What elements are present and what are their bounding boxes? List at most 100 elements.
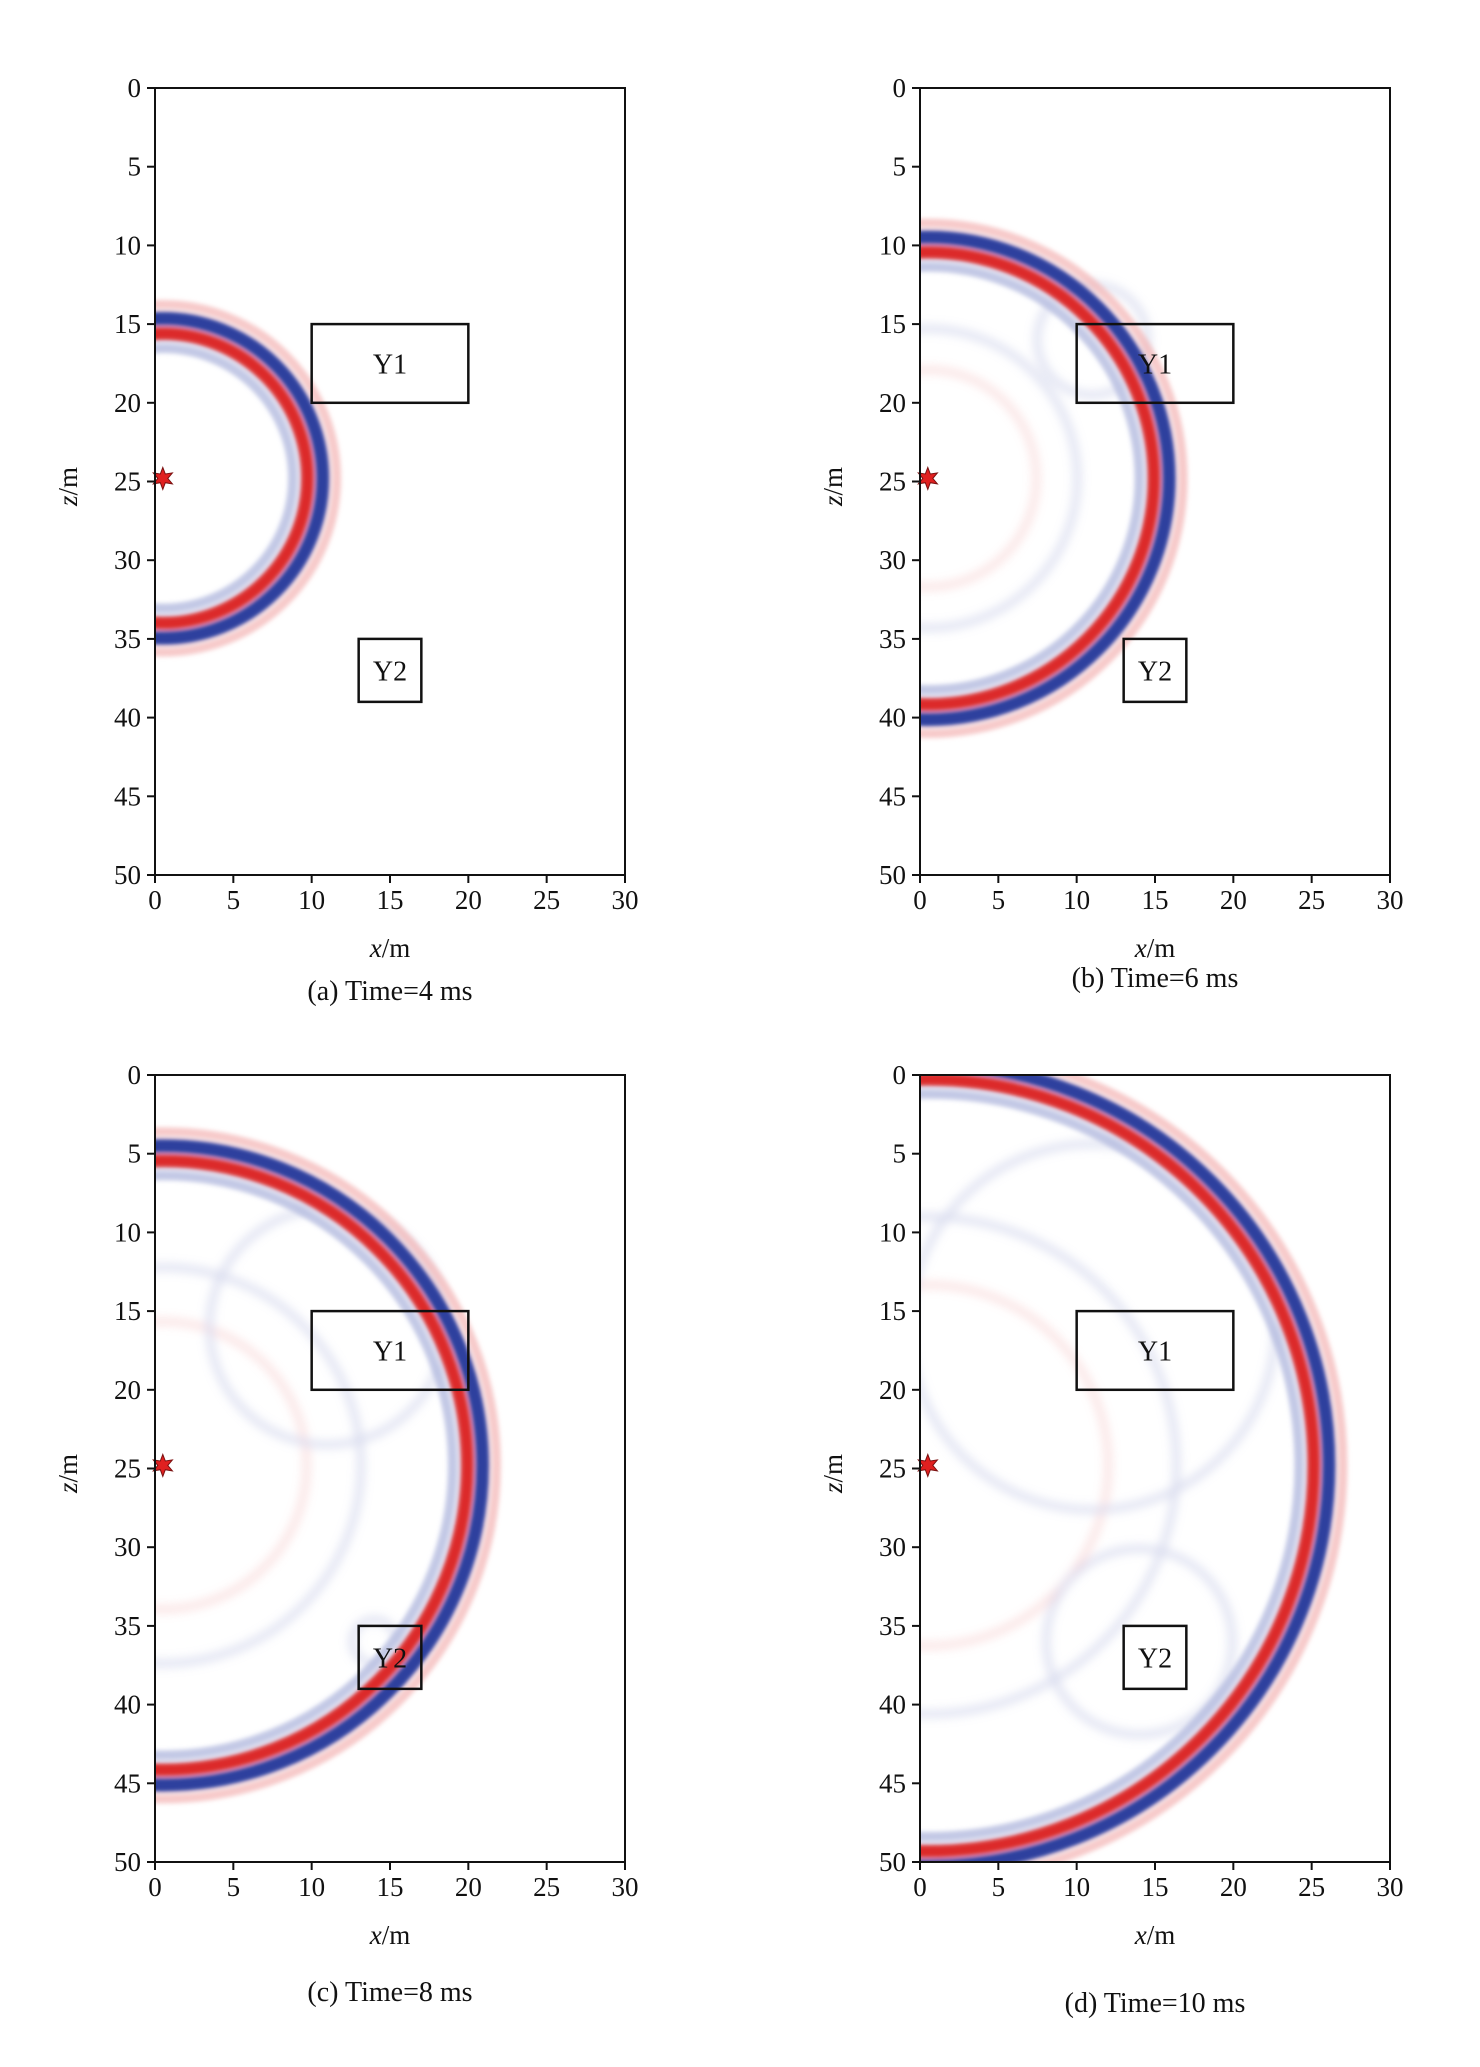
x-tick-label-b: 10 (1063, 885, 1090, 915)
y2-scatter-d (1043, 1545, 1236, 1738)
x-tick-label-b: 5 (992, 885, 1006, 915)
inner-arc-2-c (155, 1264, 364, 1667)
anomaly-box-y2-a (357, 637, 423, 704)
y-tick-label-b: 0 (893, 73, 907, 103)
x-tick-label-c: 0 (148, 1872, 162, 1902)
x-tick-label-d: 25 (1298, 1872, 1325, 1902)
y-tick-label-a: 25 (114, 467, 141, 497)
y-tick-label-d: 10 (879, 1217, 906, 1247)
inner-arc-2-d (920, 1213, 1180, 1717)
band-negative-d (920, 1075, 1336, 1862)
anomaly-label-y1-b: Y1 (1138, 349, 1172, 380)
x-tick-label-c: 20 (455, 1872, 482, 1902)
y-tick-label-a: 30 (114, 545, 141, 575)
x-tick-label-c: 15 (377, 1872, 404, 1902)
x-tick-label-a: 15 (377, 885, 404, 915)
wavefield-c (155, 1127, 501, 1804)
y-tick-label-b: 5 (893, 152, 907, 182)
wavefield-a (155, 300, 342, 657)
y-tick-label-c: 10 (114, 1217, 141, 1247)
x-tick-label-d: 10 (1063, 1872, 1090, 1902)
y-tick-label-d: 35 (879, 1611, 906, 1641)
y-tick-label-a: 35 (114, 624, 141, 654)
anomaly-box-y1-a (310, 322, 470, 405)
band-positive-c (155, 1154, 474, 1777)
y-tick-label-b: 40 (879, 703, 906, 733)
y-tick-label-c: 0 (128, 1060, 142, 1090)
wavefront-d (920, 1075, 1348, 1862)
halo-positive-d (1033, 1075, 1348, 1862)
x-tick-label-c: 30 (612, 1872, 639, 1902)
x-tick-label-a: 30 (612, 885, 639, 915)
inner-arc-3-b (920, 367, 1039, 590)
inner-arc-3-d (920, 1282, 1111, 1649)
panel-d: Y1 Y2 0 5 10 15 20 25 30 0 5 10 15 20 25 30 35 40 45 50 x/m z… (818, 1060, 1404, 2019)
anomaly-label-y1-a: Y1 (373, 349, 407, 380)
y-tick-label-d: 40 (879, 1690, 906, 1720)
halo-positive-a (155, 300, 342, 657)
y-tick-label-a: 5 (128, 152, 142, 182)
y-tick-label-c: 30 (114, 1532, 141, 1562)
source-star-icon-c (152, 1452, 174, 1478)
x-tick-label-a: 0 (148, 885, 162, 915)
y-axis-label-a: z/m (53, 467, 83, 507)
y-tick-label-d: 45 (879, 1768, 906, 1798)
x-tick-label-c: 5 (227, 1872, 241, 1902)
x-tick-label-c: 25 (533, 1872, 560, 1902)
x-tick-label-b: 25 (1298, 885, 1325, 915)
x-axis-label-a: x/m (369, 933, 411, 963)
wavefront-b (920, 218, 1188, 739)
anomaly-label-y2-c: Y2 (373, 1643, 407, 1674)
y-axis-label-c: z/m (53, 1454, 83, 1494)
x-axis-label-d: x/m (1134, 1920, 1176, 1950)
y-axis-label-d: z/m (818, 1454, 848, 1494)
y-tick-label-c: 50 (114, 1847, 141, 1877)
x-tick-label-a: 10 (298, 885, 325, 915)
x-tick-label-d: 30 (1377, 1872, 1404, 1902)
band-negative-c (155, 1138, 490, 1792)
wavefront-a (155, 300, 342, 657)
y-tick-label-b: 30 (879, 545, 906, 575)
anomaly-box-y2-d (1122, 1624, 1188, 1691)
caption-c: (c) Time=8 ms (307, 1977, 472, 2008)
anomaly-label-y2-d: Y2 (1138, 1643, 1172, 1674)
inner-arc-3-c (155, 1319, 310, 1612)
anomaly-label-y1-c: Y1 (373, 1336, 407, 1367)
plot-frame-a (154, 87, 626, 876)
halo-positive-c (155, 1127, 501, 1804)
x-tick-label-b: 15 (1142, 885, 1169, 915)
y-axis-label-b: z/m (818, 467, 848, 507)
band-negative-b (920, 230, 1177, 727)
x-axis-label-b: x/m (1134, 933, 1176, 963)
y-tick-label-c: 25 (114, 1454, 141, 1484)
wavefield-d (920, 1075, 1348, 1862)
y-tick-label-a: 0 (128, 73, 142, 103)
source-star-icon-a (152, 465, 174, 491)
halo-positive-b (920, 218, 1188, 739)
inner-arc-negative-c (155, 1162, 466, 1768)
band-positive-b (920, 245, 1161, 712)
y-tick-label-d: 30 (879, 1532, 906, 1562)
wavefield-b (920, 218, 1188, 739)
x-tick-label-a: 5 (227, 885, 241, 915)
caption-b: (b) Time=6 ms (1072, 963, 1239, 994)
wavefront-c (155, 1127, 501, 1804)
x-tick-label-b: 0 (913, 885, 927, 915)
band-negative-inner-a (155, 344, 298, 613)
x-tick-label-c: 10 (298, 1872, 325, 1902)
anomaly-label-y1-d: Y1 (1138, 1336, 1172, 1367)
band-positive-d (920, 1075, 1321, 1858)
anomaly-box-y1-b (1075, 322, 1235, 405)
y-tick-label-b: 20 (879, 388, 906, 418)
y-tick-label-b: 10 (879, 230, 906, 260)
anomaly-box-y1-c (310, 1309, 470, 1392)
y-tick-label-a: 45 (114, 781, 141, 811)
x-axis-label-c: x/m (369, 1920, 411, 1950)
x-tick-label-b: 30 (1377, 885, 1404, 915)
y-tick-label-d: 15 (879, 1296, 906, 1326)
x-tick-label-d: 0 (913, 1872, 927, 1902)
source-star-icon-d (917, 1452, 939, 1478)
band-negative-a (155, 311, 330, 646)
y-tick-label-c: 35 (114, 1611, 141, 1641)
y-tick-label-c: 40 (114, 1690, 141, 1720)
